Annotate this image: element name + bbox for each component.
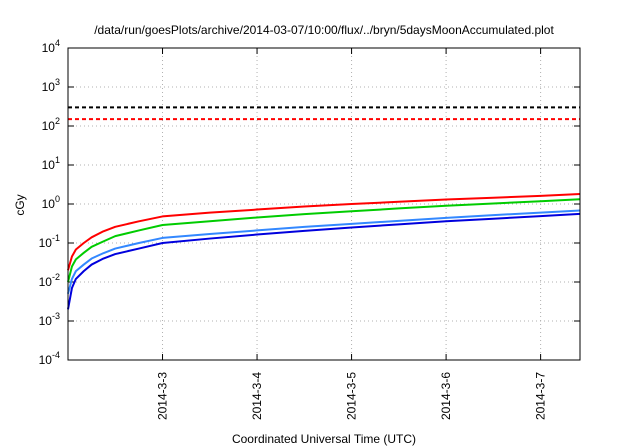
x-axis-label: Coordinated Universal Time (UTC) — [232, 432, 416, 446]
x-tick-label: 2014-3-4 — [250, 372, 264, 420]
y-tick-label: 104 — [42, 38, 60, 55]
y-tick-label: 10-3 — [39, 311, 60, 328]
y-tick-label: 103 — [42, 77, 60, 94]
x-tick-label: 2014-3-5 — [345, 372, 359, 420]
y-tick-label: 100 — [42, 194, 60, 211]
plot-frame — [67, 47, 581, 361]
series-line-6 — [67, 212, 581, 310]
y-axis-ticks: 10-4 10-3 10-2 10-1 100 101 102 103 104 — [39, 38, 580, 367]
y-tick-label: 10-2 — [39, 272, 60, 289]
x-tick-label: 2014-3-3 — [156, 372, 170, 420]
y-axis-label: cGy — [13, 194, 27, 215]
x-tick-label: 2014-3-7 — [534, 372, 548, 420]
y-tick-label: 101 — [42, 155, 60, 172]
y-tick-label: 10-4 — [39, 350, 60, 367]
y-tick-label: 10-1 — [39, 233, 60, 250]
chart-title: /data/run/goesPlots/archive/2014-03-07/1… — [94, 23, 554, 37]
series-group — [67, 106, 581, 310]
series-line-5 — [67, 209, 581, 294]
y-tick-label: 102 — [42, 116, 60, 133]
grid — [68, 48, 580, 360]
x-axis-ticks: 2014-3-3 2014-3-4 2014-3-5 2014-3-6 2014-3-7 — [156, 48, 548, 420]
x-tick-label: 2014-3-6 — [439, 372, 453, 420]
series-line-3 — [67, 193, 581, 271]
series-line-4 — [67, 198, 581, 283]
